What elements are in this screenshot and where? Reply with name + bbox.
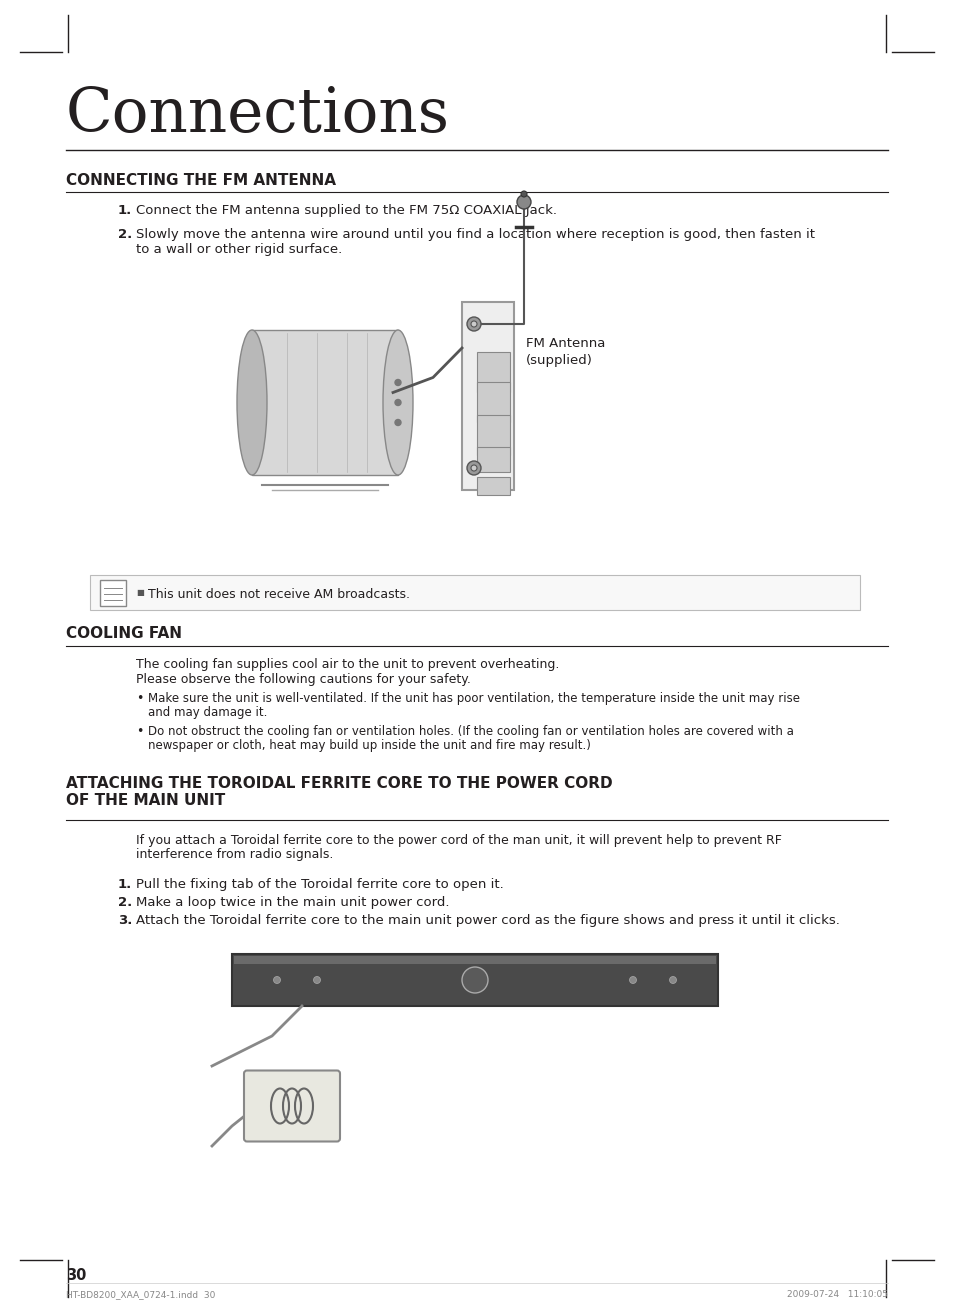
Circle shape <box>467 461 480 475</box>
Text: Do not obstruct the cooling fan or ventilation holes. (If the cooling fan or ven: Do not obstruct the cooling fan or venti… <box>148 726 793 737</box>
Text: Pull the fixing tab of the Toroidal ferrite core to open it.: Pull the fixing tab of the Toroidal ferr… <box>136 878 503 891</box>
Circle shape <box>629 976 636 984</box>
Text: HT-BD8200_XAA_0724-1.indd  30: HT-BD8200_XAA_0724-1.indd 30 <box>66 1290 215 1299</box>
Text: 2.: 2. <box>118 896 132 909</box>
Text: and may damage it.: and may damage it. <box>148 706 267 719</box>
Text: 2.: 2. <box>118 228 132 241</box>
Polygon shape <box>476 447 510 472</box>
Polygon shape <box>461 302 514 489</box>
Text: CONNECTING THE FM ANTENNA: CONNECTING THE FM ANTENNA <box>66 173 335 188</box>
Text: ■: ■ <box>136 588 144 597</box>
Polygon shape <box>476 415 510 455</box>
Text: Connect the FM antenna supplied to the FM 75Ω COAXIAL Jack.: Connect the FM antenna supplied to the F… <box>136 203 557 216</box>
Text: newspaper or cloth, heat may build up inside the unit and fire may result.): newspaper or cloth, heat may build up in… <box>148 739 590 752</box>
Text: •: • <box>136 726 143 737</box>
Polygon shape <box>90 575 859 610</box>
Polygon shape <box>476 478 510 495</box>
Text: ATTACHING THE TOROIDAL FERRITE CORE TO THE POWER CORD
OF THE MAIN UNIT: ATTACHING THE TOROIDAL FERRITE CORE TO T… <box>66 775 612 808</box>
Text: 3.: 3. <box>118 914 132 928</box>
Circle shape <box>274 976 280 984</box>
Text: Make a loop twice in the main unit power cord.: Make a loop twice in the main unit power… <box>136 896 449 909</box>
Circle shape <box>520 192 526 197</box>
Text: interference from radio signals.: interference from radio signals. <box>136 848 333 861</box>
Text: This unit does not receive AM broadcasts.: This unit does not receive AM broadcasts… <box>148 588 410 601</box>
Text: Attach the Toroidal ferrite core to the main unit power cord as the figure shows: Attach the Toroidal ferrite core to the … <box>136 914 839 928</box>
Text: Please observe the following cautions for your safety.: Please observe the following cautions fo… <box>136 673 471 686</box>
Text: Slowly move the antenna wire around until you find a location where reception is: Slowly move the antenna wire around unti… <box>136 228 814 256</box>
Ellipse shape <box>236 331 267 475</box>
Text: If you attach a Toroidal ferrite core to the power cord of the man unit, it will: If you attach a Toroidal ferrite core to… <box>136 834 781 848</box>
Polygon shape <box>232 954 718 1006</box>
Circle shape <box>395 399 400 405</box>
Circle shape <box>471 464 476 471</box>
Polygon shape <box>233 956 716 964</box>
Circle shape <box>467 318 480 331</box>
Circle shape <box>461 967 488 993</box>
Text: The cooling fan supplies cool air to the unit to prevent overheating.: The cooling fan supplies cool air to the… <box>136 659 558 670</box>
Polygon shape <box>252 331 397 475</box>
Text: (supplied): (supplied) <box>525 354 592 367</box>
Ellipse shape <box>382 331 413 475</box>
Text: COOLING FAN: COOLING FAN <box>66 626 182 642</box>
Circle shape <box>395 379 400 386</box>
Circle shape <box>395 420 400 425</box>
Circle shape <box>314 976 320 984</box>
Text: 30: 30 <box>66 1267 87 1283</box>
Text: 1.: 1. <box>118 878 132 891</box>
Circle shape <box>517 195 531 209</box>
FancyBboxPatch shape <box>244 1071 339 1141</box>
Text: •: • <box>136 691 143 705</box>
Text: FM Antenna: FM Antenna <box>525 337 605 350</box>
Text: 2009-07-24   11:10:05: 2009-07-24 11:10:05 <box>786 1290 887 1299</box>
Polygon shape <box>100 580 126 606</box>
Text: 1.: 1. <box>118 203 132 216</box>
Text: Make sure the unit is well-ventilated. If the unit has poor ventilation, the tem: Make sure the unit is well-ventilated. I… <box>148 691 800 705</box>
Polygon shape <box>476 382 510 422</box>
Circle shape <box>471 321 476 327</box>
Circle shape <box>669 976 676 984</box>
Polygon shape <box>476 352 510 392</box>
Text: Connections: Connections <box>66 85 450 146</box>
